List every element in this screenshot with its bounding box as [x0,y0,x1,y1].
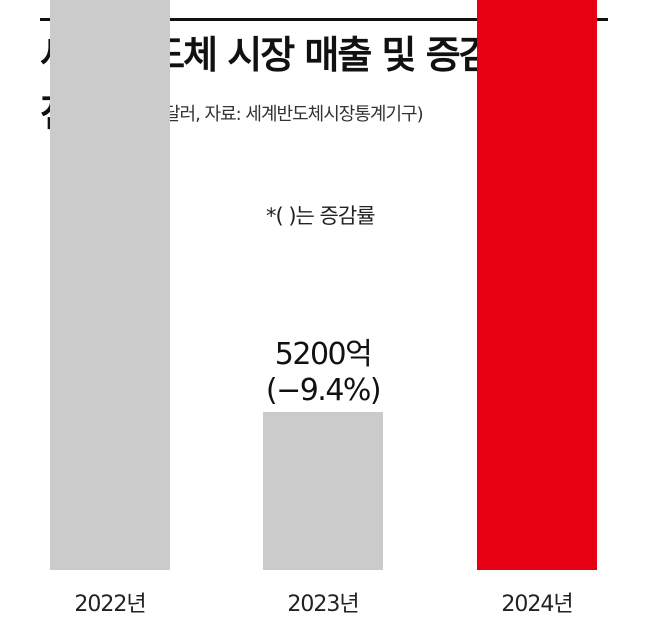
unit-source-note: (단위: 달러, 자료: 세계반도체시장통계기구) [117,104,424,125]
x-tick-label-3: 2024년 [501,592,572,617]
x-tick-label-2: 2023년 [287,592,358,617]
growth-rate-note: *( )는 증감률 [266,204,376,228]
x-tick-label-1: 2022년 [74,592,145,617]
top-rule [40,18,608,21]
growth-label-2: (−9.4%) [266,373,380,408]
bar-2 [263,412,383,570]
value-label-2: 5200억 [275,337,371,372]
bar-3 [477,0,597,570]
bar-1 [50,0,170,570]
